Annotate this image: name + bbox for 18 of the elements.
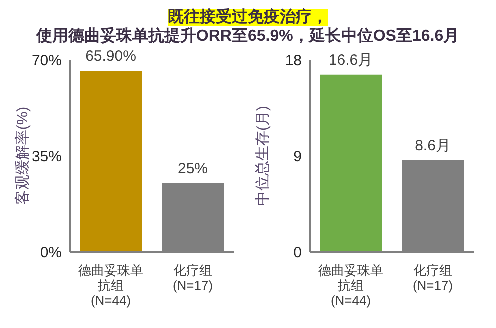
- data-label: 16.6月: [328, 52, 374, 69]
- y-axis-title: 客观缓解率(%): [14, 106, 32, 206]
- x-tick-label: 德曲妥珠单抗组 (N=44): [78, 263, 144, 308]
- y-axis-title: 中位总生存(月): [254, 106, 272, 206]
- y-tick-label: 0%: [40, 244, 62, 262]
- y-tick-label: 18: [285, 52, 302, 70]
- chart-subtitle: 使用德曲妥珠单抗提升ORR至65.9%，延长中位OS至16.6月: [35, 27, 461, 46]
- y-tick-label: 9: [294, 148, 302, 166]
- chart-title: 既往接受过免疫治疗，: [168, 9, 328, 26]
- x-tick-label: 德曲妥珠单抗组 (N=44): [318, 263, 384, 308]
- x-tick-label: 化疗组 (N=17): [412, 263, 454, 293]
- y-tick-label: 0: [294, 244, 302, 262]
- y-tick-label: 70%: [32, 52, 62, 70]
- x-tick-label: 化疗组 (N=17): [172, 263, 214, 293]
- data-label: 65.90%: [86, 48, 136, 66]
- y-tick-label: 35%: [32, 148, 62, 166]
- data-label: 25%: [178, 160, 208, 178]
- data-label: 8.6月: [415, 137, 451, 154]
